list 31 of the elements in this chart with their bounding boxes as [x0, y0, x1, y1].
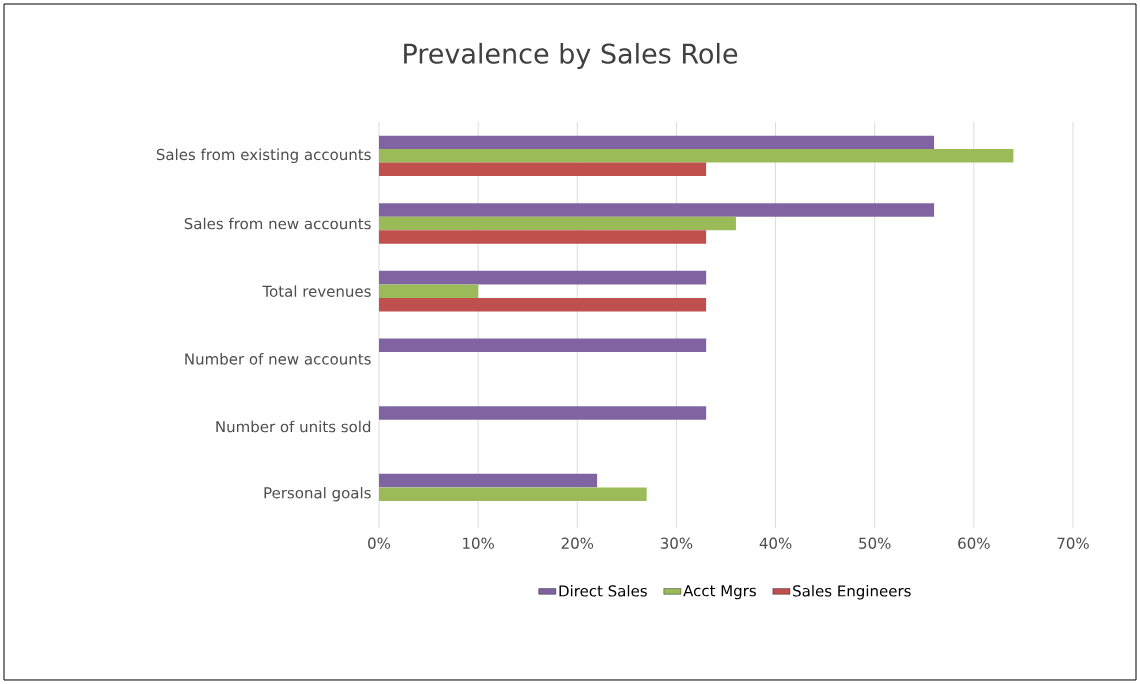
bar: [379, 270, 707, 285]
x-tick-label: 70%: [1057, 537, 1089, 549]
legend-label: Sales Engineers: [793, 584, 911, 600]
bar: [379, 203, 935, 217]
legend-label: Direct Sales: [559, 584, 647, 597]
y-tick-label: Total revenues: [262, 285, 371, 297]
x-tick-label: 40%: [759, 537, 792, 549]
bar: [379, 216, 736, 231]
x-tick-label: 0%: [368, 537, 391, 549]
x-tick-label: 30%: [660, 537, 693, 549]
bar: [379, 230, 707, 244]
y-tick-label: Number of new accounts: [185, 353, 371, 365]
bar: [379, 162, 707, 177]
bar: [379, 406, 707, 420]
x-tick-label: 50%: [859, 537, 891, 549]
bar: [379, 135, 935, 150]
bar: [379, 473, 598, 488]
y-tick-label: Number of units sold: [216, 420, 371, 433]
bar: [379, 487, 647, 501]
x-tick-label: 60%: [958, 537, 990, 549]
bar: [379, 284, 479, 298]
bar: [379, 338, 707, 353]
x-tick-label: 20%: [561, 537, 594, 549]
bar: [379, 297, 707, 312]
bar: [379, 149, 1014, 163]
y-tick-label: Sales from existing accounts: [156, 148, 371, 164]
chart-title: Prevalence by Sales Role: [404, 42, 738, 70]
y-tick-label: Sales from new accounts: [184, 217, 371, 230]
x-tick-label: 10%: [463, 537, 494, 549]
legend-label: Acct Mgrs: [683, 585, 756, 600]
y-tick-label: Personal goals: [264, 486, 371, 502]
